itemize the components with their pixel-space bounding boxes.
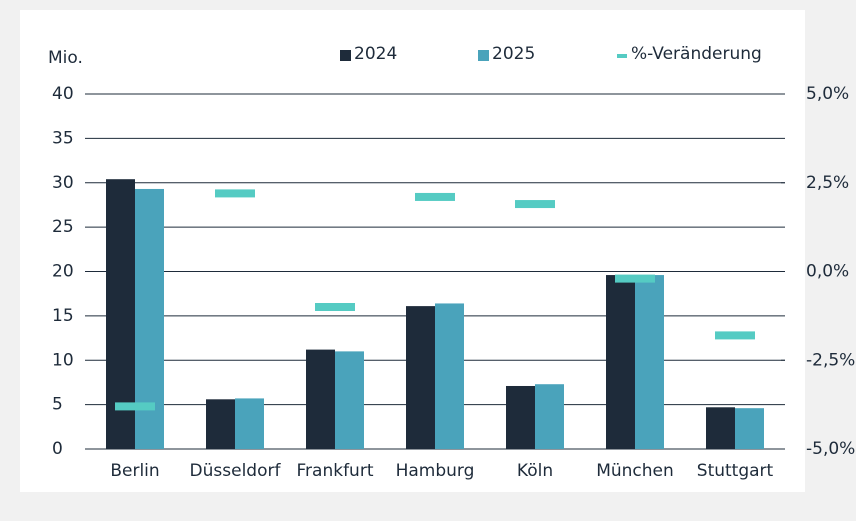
y-tick-label: 15: [52, 306, 74, 326]
legend-label: 2025: [492, 44, 535, 64]
y-tick-label: 25: [52, 217, 74, 237]
change-marker: [115, 402, 155, 411]
y-tick-label: 20: [52, 262, 74, 282]
change-marker: [315, 303, 355, 311]
change-marker: [515, 200, 555, 209]
x-tick-label: Stuttgart: [697, 461, 774, 481]
legend-swatch: [478, 50, 489, 61]
bar: [735, 408, 764, 449]
bar: [706, 407, 735, 449]
y2-tick-label: -2,5%: [806, 350, 855, 370]
bar: [206, 399, 235, 449]
bar: [635, 275, 664, 449]
bar: [235, 398, 264, 449]
bar: [606, 275, 635, 449]
x-tick-label: Köln: [517, 461, 553, 481]
y-tick-label: 30: [52, 173, 74, 193]
bar: [435, 303, 464, 449]
legend-label: %-Veränderung: [631, 44, 762, 64]
bar: [535, 384, 564, 449]
bar: [306, 349, 335, 449]
change-marker: [215, 189, 255, 198]
y2-tick-label: 5,0%: [806, 84, 849, 104]
x-tick-label: Frankfurt: [297, 461, 374, 481]
y-axis-label: Mio.: [48, 48, 83, 68]
legend-label: 2024: [354, 44, 397, 64]
bar: [506, 385, 535, 449]
y2-tick-label: -5,0%: [806, 439, 855, 459]
bar: [406, 306, 435, 449]
y-tick-label: 0: [52, 439, 63, 459]
x-tick-label: München: [596, 461, 674, 481]
change-marker: [615, 274, 655, 283]
y2-tick-label: 2,5%: [806, 173, 849, 193]
x-tick-label: Düsseldorf: [190, 461, 282, 481]
change-marker: [715, 331, 755, 340]
y-tick-label: 35: [52, 128, 74, 148]
x-tick-label: Hamburg: [396, 461, 475, 481]
legend-swatch: [340, 50, 351, 61]
x-tick-label: Berlin: [110, 461, 159, 481]
y-tick-label: 10: [52, 350, 74, 370]
bar: [335, 351, 364, 449]
y-tick-label: 40: [52, 84, 74, 104]
y2-tick-label: 0,0%: [806, 262, 849, 282]
legend-swatch: [617, 54, 627, 58]
change-marker: [415, 192, 455, 201]
y-tick-label: 5: [52, 395, 63, 415]
